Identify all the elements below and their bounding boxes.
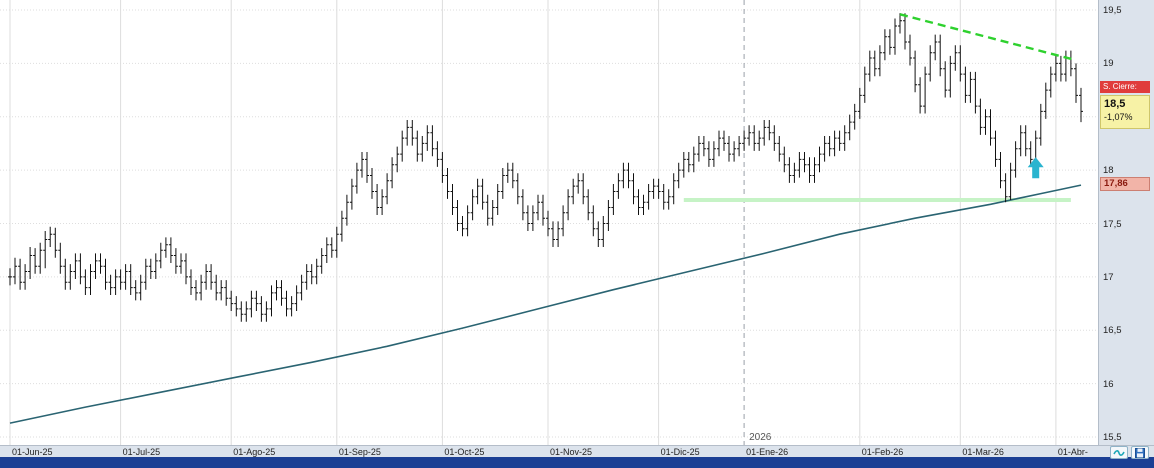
year-label: 2026 bbox=[749, 432, 772, 443]
y-axis-label: 19 bbox=[1103, 58, 1114, 70]
x-axis-label: 01-Ene-26 bbox=[746, 447, 789, 457]
x-axis-label: 01-Jul-25 bbox=[122, 447, 161, 457]
x-axis-label: 01-Mar-26 bbox=[962, 447, 1004, 457]
y-axis-label: 17 bbox=[1103, 271, 1114, 283]
save-icon[interactable] bbox=[1131, 446, 1149, 459]
x-axis-label: 01-Feb-26 bbox=[861, 447, 904, 457]
close-value-badge: 18,5 -1,07% bbox=[1100, 95, 1150, 129]
resistance-trendline bbox=[899, 13, 1077, 62]
price-bars bbox=[8, 13, 1083, 322]
x-axis-label: 01-Jun-25 bbox=[12, 447, 53, 457]
moving-average-value-badge: 17,86 bbox=[1100, 177, 1150, 191]
y-axis-label: 16,5 bbox=[1103, 325, 1122, 337]
x-axis-label: 01-Nov-25 bbox=[550, 447, 593, 457]
up-arrow-marker bbox=[1027, 157, 1044, 179]
y-axis-label: 16 bbox=[1103, 378, 1114, 390]
close-change: -1,07% bbox=[1104, 112, 1133, 122]
x-axis-label: 01-Sep-25 bbox=[338, 447, 381, 457]
price-chart-canvas[interactable]: 2026 bbox=[0, 0, 1098, 445]
x-axis-label: 01-Dic-25 bbox=[660, 447, 700, 457]
indicator-wave-icon[interactable] bbox=[1110, 446, 1128, 459]
close-value: 18,5 bbox=[1104, 98, 1126, 110]
x-axis-panel: 01-Jun-25 01-Jul-25 01-Ago-25 01-Sep-25 01-O… bbox=[0, 445, 1154, 457]
session-close-badge: S. Cierre: bbox=[1100, 81, 1150, 93]
x-axis-label: 01-Abr- bbox=[1057, 447, 1088, 457]
x-axis-label: 01-Ago-25 bbox=[233, 447, 276, 457]
bottom-bar bbox=[0, 457, 1154, 468]
y-axis-label: 15,5 bbox=[1103, 432, 1122, 443]
corner-toolbar bbox=[1110, 446, 1149, 459]
moving-average-line bbox=[9, 184, 1082, 424]
floppy-disk-icon bbox=[1135, 447, 1145, 458]
y-axis-label: 17,5 bbox=[1103, 218, 1122, 230]
x-axis-label: 01-Oct-25 bbox=[444, 447, 485, 457]
y-axis-label: 19,5 bbox=[1103, 5, 1122, 16]
y-axis-panel: 19,5 19 18 17,5 17 16,5 16 15,5 S. Cierre: 18,5… bbox=[1098, 0, 1154, 445]
session-close-label: S. Cierre: bbox=[1103, 82, 1137, 91]
wave-icon bbox=[1113, 449, 1125, 456]
y-axis-label: 18 bbox=[1103, 165, 1114, 177]
